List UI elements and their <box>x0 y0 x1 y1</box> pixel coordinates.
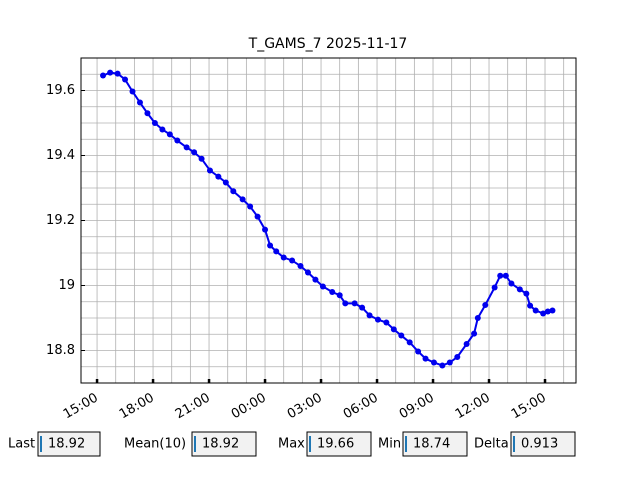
data-point <box>144 110 151 117</box>
text-box[interactable] <box>402 431 468 457</box>
field-value: 18.74 <box>413 437 450 452</box>
data-point <box>383 319 390 326</box>
data-point <box>471 330 478 337</box>
y-tick-label: 19 <box>58 278 75 293</box>
data-point <box>482 302 489 308</box>
data-point <box>230 188 237 195</box>
data-point <box>502 272 509 279</box>
data-point <box>544 308 551 315</box>
data-point <box>114 70 121 77</box>
data-point <box>222 179 229 186</box>
stat-field: Last 18.92 <box>8 431 101 457</box>
field-label: Last <box>8 437 35 452</box>
data-point <box>129 88 136 95</box>
data-point <box>359 304 366 311</box>
field-label: Mean(10) <box>124 437 186 452</box>
field-label: Min <box>378 437 401 452</box>
data-point <box>262 226 269 233</box>
data-point <box>297 263 304 269</box>
data-point <box>247 203 254 210</box>
data-point <box>491 284 498 291</box>
data-point <box>523 290 530 297</box>
y-tick-label: 19.2 <box>46 213 75 228</box>
y-tick-label: 19.4 <box>46 148 75 163</box>
data-point <box>280 254 287 261</box>
data-point <box>374 316 381 323</box>
x-tick-label: 21:00 <box>173 391 213 423</box>
data-point <box>198 155 205 162</box>
data-point <box>329 289 336 295</box>
data-point <box>398 332 405 339</box>
data-point <box>151 120 158 126</box>
data-point <box>446 359 453 366</box>
data-point <box>497 272 504 279</box>
field-label: Max <box>278 437 305 452</box>
text-box[interactable] <box>37 431 101 457</box>
data-point <box>215 173 222 180</box>
field-value: 18.92 <box>202 437 239 452</box>
x-tick-label: 18:00 <box>117 391 157 423</box>
data-point <box>183 144 190 151</box>
data-point <box>406 339 413 346</box>
text-box[interactable] <box>306 431 372 457</box>
data-point <box>549 307 556 314</box>
data-point <box>289 257 296 264</box>
data-point <box>254 213 261 220</box>
x-tick-label: 06:00 <box>341 391 381 423</box>
data-point <box>422 355 429 362</box>
field-value: 19.66 <box>317 437 354 452</box>
data-point <box>415 348 422 355</box>
x-tick-label: 00:00 <box>229 391 269 423</box>
data-point <box>390 326 397 333</box>
data-point <box>239 196 246 203</box>
series-line <box>102 71 553 367</box>
x-tick-label: 15:00 <box>61 391 101 423</box>
data-point <box>508 280 515 287</box>
field-value: 18.92 <box>48 437 85 452</box>
y-tick-label: 18.8 <box>46 343 75 358</box>
data-point <box>100 72 107 79</box>
data-point <box>304 269 311 276</box>
data-point <box>206 167 213 174</box>
data-point <box>474 315 481 321</box>
data-point <box>516 286 523 293</box>
data-point <box>454 354 461 360</box>
x-tick-label: 12:00 <box>453 391 493 423</box>
data-point <box>527 302 534 309</box>
data-point <box>191 149 198 156</box>
data-point <box>439 362 446 369</box>
data-point <box>312 276 319 283</box>
field-label: Delta <box>474 437 509 452</box>
data-point <box>273 248 280 255</box>
data-point <box>136 99 143 106</box>
data-point <box>342 300 349 307</box>
data-point <box>319 283 326 290</box>
data-point <box>122 76 129 83</box>
data-point <box>463 341 470 347</box>
data-point <box>107 69 114 76</box>
data-point <box>159 126 166 133</box>
stat-field: Mean(10) 18.92 <box>124 431 257 457</box>
y-tick-label: 19.6 <box>46 83 75 98</box>
text-box[interactable] <box>510 431 576 457</box>
data-point <box>351 300 358 307</box>
data-point <box>366 312 373 319</box>
data-point <box>532 307 539 314</box>
data-point <box>174 137 181 144</box>
data-point <box>430 359 437 366</box>
stat-field: Max 19.66 <box>278 431 372 457</box>
chart-title: T_GAMS_7 2025-11-17 <box>248 36 408 52</box>
x-tick-label: 09:00 <box>397 391 437 423</box>
data-point <box>540 310 547 317</box>
stat-field: Min 18.74 <box>378 431 468 457</box>
stat-field: Delta 0.913 <box>474 431 576 457</box>
data-point <box>267 242 274 249</box>
x-tick-label: 15:00 <box>509 391 549 423</box>
text-box[interactable] <box>191 431 257 457</box>
data-point <box>166 131 173 138</box>
field-value: 0.913 <box>521 437 558 452</box>
data-point <box>336 292 343 299</box>
x-tick-label: 03:00 <box>285 391 325 423</box>
